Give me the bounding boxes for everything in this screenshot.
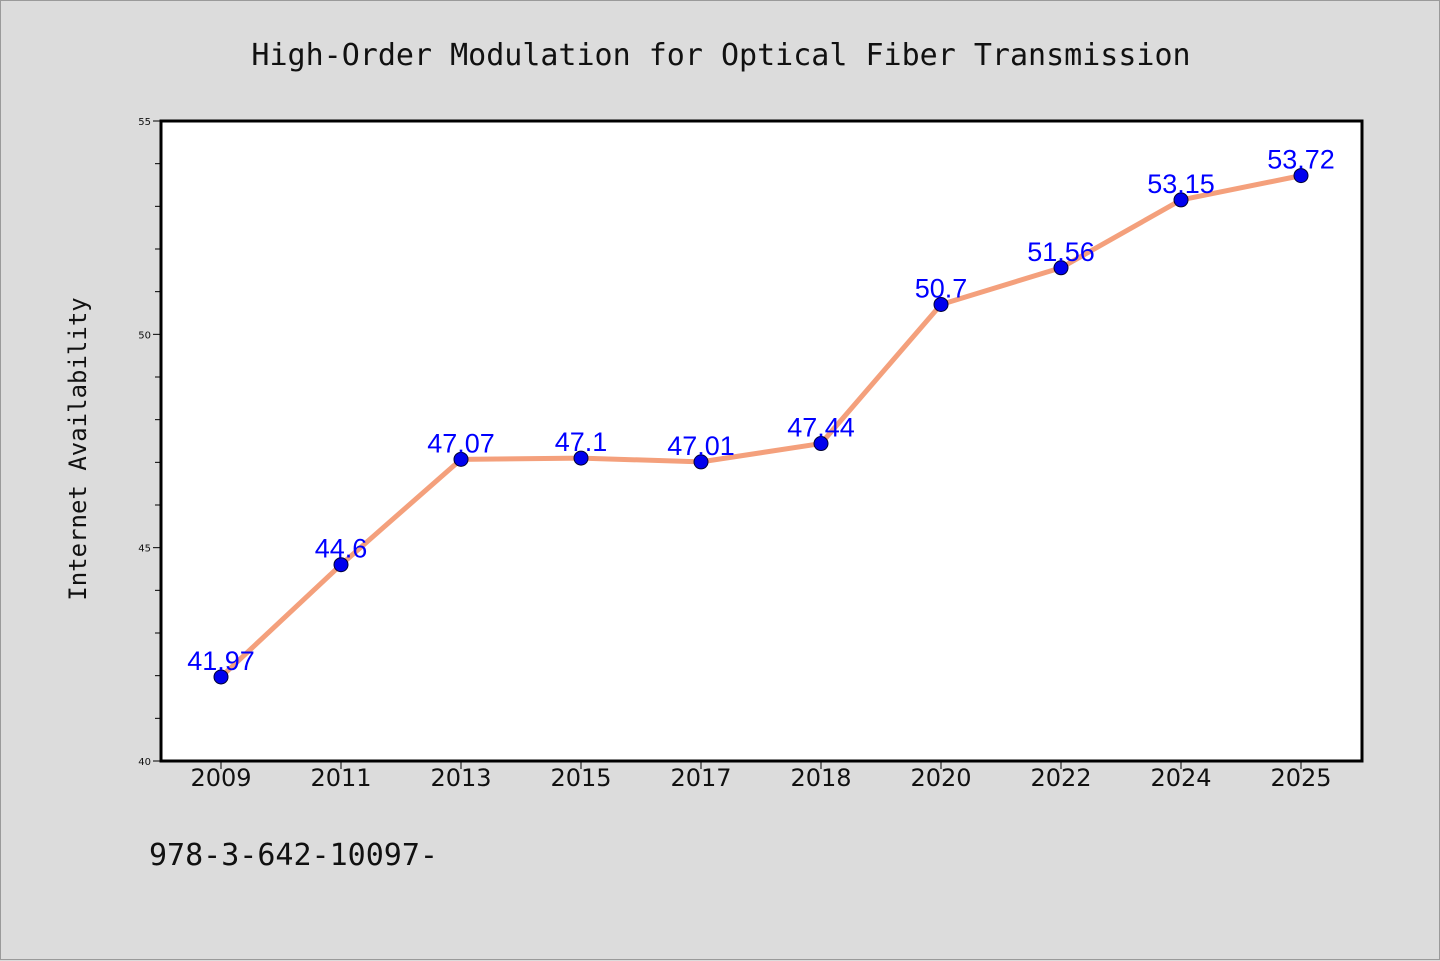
data-point-2013 [453, 451, 469, 467]
data-point-2020 [933, 296, 949, 312]
x-tick-label-2018: 2018 [790, 764, 851, 792]
x-tick-label-2013: 2013 [430, 764, 491, 792]
y-tick-label: 45 [138, 544, 151, 555]
data-label-2024: 53.15 [1147, 169, 1215, 199]
chart-title: High-Order Modulation for Optical Fiber … [251, 38, 1190, 73]
x-tick-label-2020: 2020 [910, 764, 971, 792]
data-label-2009: 41.97 [187, 646, 255, 676]
y-tick-label: 55 [138, 117, 151, 128]
data-label-2018: 47.44 [787, 413, 855, 443]
x-tick-label-2025: 2025 [1270, 764, 1331, 792]
data-point-2015 [573, 450, 589, 466]
data-label-2015: 47.1 [555, 427, 608, 457]
data-label-layer: 41.97 44.6 47.07 47.1 47.01 47.44 50.7 51.56 53.… [187, 145, 1335, 676]
data-point-2017 [693, 454, 709, 470]
data-label-2020: 50.7 [915, 273, 968, 303]
data-point-2025 [1293, 168, 1309, 184]
x-tick-label-2011: 2011 [310, 764, 371, 792]
y-tick-label: 40 [138, 757, 151, 768]
x-tick-label-2024: 2024 [1150, 764, 1211, 792]
data-label-2022: 51.56 [1027, 237, 1095, 267]
data-label-2011: 44.6 [315, 534, 368, 564]
data-point-2018 [813, 436, 829, 452]
data-point-2022 [1053, 260, 1069, 276]
y-axis-label: Internet Availability [64, 297, 92, 600]
series-line [219, 173, 1302, 679]
series-layer [213, 168, 1309, 685]
x-tick-label-2009: 2009 [190, 764, 251, 792]
axis-layer: 40 45 50 55 2009 2011 2013 2015 2017 2018 2020 2022… [138, 117, 1331, 792]
data-point-2011 [333, 557, 349, 573]
data-label-2017: 47.01 [667, 431, 735, 461]
plot-area [159, 119, 1364, 763]
data-point-2009 [213, 669, 229, 685]
data-point-2024 [1173, 192, 1189, 208]
data-label-2013: 47.07 [427, 428, 495, 458]
x-tick-label-2017: 2017 [670, 764, 731, 792]
x-tick-label-2022: 2022 [1030, 764, 1091, 792]
footnote-text: 978-3-642-10097- [149, 838, 438, 873]
y-tick-label: 50 [138, 330, 151, 341]
data-label-2025: 53.72 [1267, 145, 1335, 175]
x-tick-label-2015: 2015 [550, 764, 611, 792]
